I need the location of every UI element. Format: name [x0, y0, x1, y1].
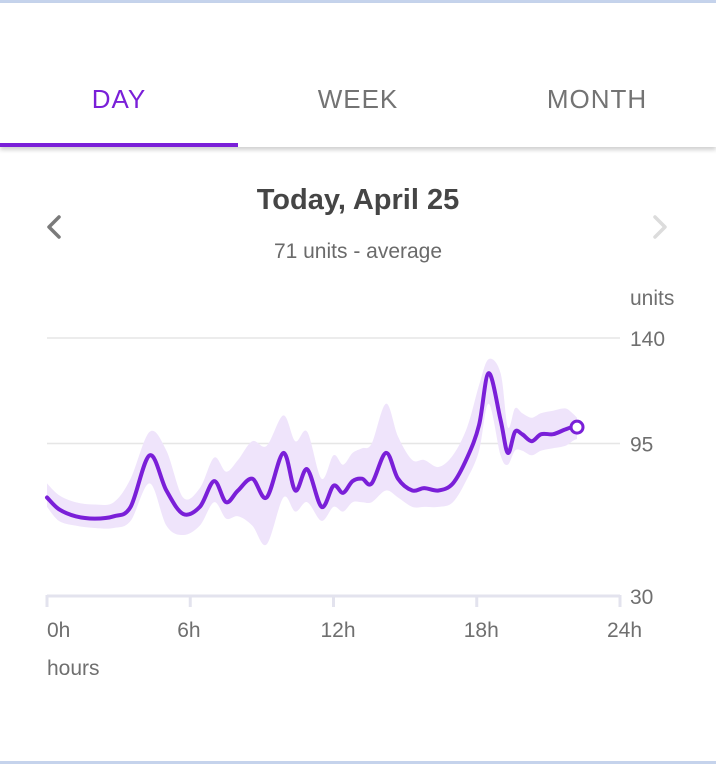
range-band	[47, 358, 577, 546]
x-tick-label: 0h	[47, 619, 70, 642]
previous-day-button[interactable]	[44, 212, 64, 247]
chevron-right-icon	[653, 215, 667, 239]
y-tick-label: 95	[630, 434, 653, 457]
y-axis-label: units	[630, 287, 674, 310]
units-line-chart: 30 95 140 0h 6h 12h 18h 24h units hours	[45, 287, 674, 680]
x-axis-label: hours	[47, 657, 100, 680]
tab-day[interactable]: DAY	[91, 83, 147, 114]
x-tick-label: 24h	[607, 619, 642, 642]
y-tick-label: 140	[630, 328, 665, 351]
x-tick-label: 6h	[177, 619, 200, 642]
x-axis: 0h 6h 12h 18h 24h	[45, 594, 642, 642]
active-tab-indicator	[0, 143, 238, 147]
average-summary: 71 units - average	[273, 240, 443, 263]
x-tick-label: 18h	[464, 619, 499, 642]
tab-month[interactable]: MONTH	[546, 83, 648, 114]
chevron-left-icon	[47, 215, 61, 239]
y-tick-label: 30	[630, 586, 653, 609]
period-tab-bar: DAY WEEK MONTH	[0, 3, 716, 147]
window-top-border	[0, 0, 716, 3]
current-value-marker[interactable]	[569, 419, 585, 435]
next-day-button[interactable]	[650, 212, 670, 247]
tab-week[interactable]: WEEK	[317, 83, 399, 114]
window-bottom-border	[0, 761, 716, 764]
page-title: Today, April 25	[256, 184, 460, 216]
x-tick-label: 12h	[321, 619, 356, 642]
series-line	[45, 371, 579, 521]
